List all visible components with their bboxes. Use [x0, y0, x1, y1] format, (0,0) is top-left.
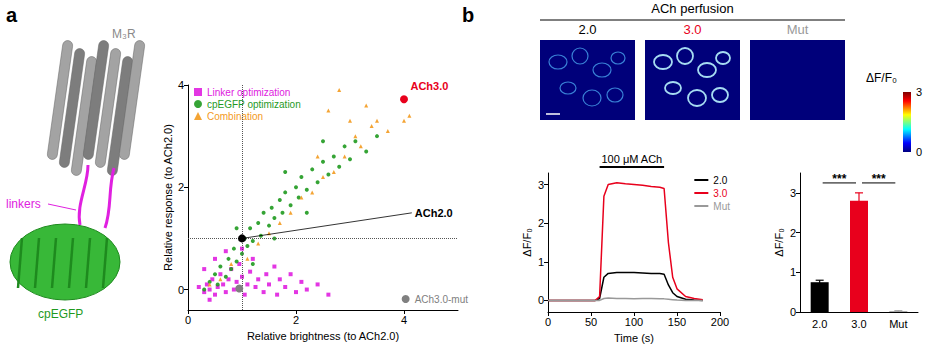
svg-text:ACh perfusion: ACh perfusion: [651, 1, 733, 16]
svg-text:ACh2.0: ACh2.0: [415, 207, 453, 219]
svg-text:Mut: Mut: [713, 201, 730, 212]
svg-text:2.0: 2.0: [578, 22, 596, 37]
svg-text:0: 0: [790, 306, 796, 318]
svg-text:4: 4: [401, 314, 407, 326]
svg-text:1: 1: [790, 266, 796, 278]
svg-text:3: 3: [916, 86, 922, 98]
svg-text:3.0: 3.0: [683, 22, 701, 37]
svg-text:3: 3: [538, 179, 544, 191]
svg-text:50: 50: [585, 316, 597, 328]
svg-text:Time (s): Time (s): [614, 332, 654, 344]
svg-text:4: 4: [178, 79, 184, 91]
svg-text:1: 1: [538, 256, 544, 268]
svg-text:0: 0: [916, 146, 922, 158]
svg-text:3.0: 3.0: [713, 188, 727, 199]
svg-text:2: 2: [790, 227, 796, 239]
svg-text:2: 2: [293, 314, 299, 326]
svg-text:ΔF/F₀: ΔF/F₀: [866, 71, 897, 85]
svg-text:Mut: Mut: [889, 318, 907, 330]
svg-text:ΔF/F₀: ΔF/F₀: [773, 228, 785, 256]
svg-text:cpEGFP optimization: cpEGFP optimization: [207, 99, 301, 110]
svg-text:0: 0: [545, 316, 551, 328]
svg-text:0: 0: [538, 294, 544, 306]
svg-text:2.0: 2.0: [812, 318, 827, 330]
svg-text:Linker optimization: Linker optimization: [207, 87, 290, 98]
svg-text:M₃R: M₃R: [112, 27, 136, 41]
svg-text:***: ***: [872, 172, 886, 186]
svg-text:3.0: 3.0: [851, 318, 866, 330]
svg-text:2: 2: [538, 217, 544, 229]
svg-text:Relative response (to ACh2.0): Relative response (to ACh2.0): [162, 124, 174, 271]
svg-text:b: b: [462, 4, 474, 26]
svg-text:cpEGFP: cpEGFP: [38, 307, 83, 321]
svg-text:200: 200: [711, 316, 729, 328]
svg-text:0: 0: [178, 284, 184, 296]
svg-text:Combination: Combination: [207, 111, 263, 122]
svg-text:150: 150: [668, 316, 686, 328]
svg-text:ACh3.0: ACh3.0: [410, 80, 448, 92]
svg-text:Relative brightness (to ACh2.0: Relative brightness (to ACh2.0): [247, 330, 399, 342]
svg-text:***: ***: [832, 172, 846, 186]
svg-text:linkers: linkers: [6, 197, 41, 211]
svg-text:a: a: [6, 4, 18, 26]
svg-text:2: 2: [178, 181, 184, 193]
svg-text:3: 3: [790, 187, 796, 199]
svg-text:2.0: 2.0: [713, 175, 727, 186]
svg-text:0: 0: [185, 314, 191, 326]
svg-text:100 μM ACh: 100 μM ACh: [601, 153, 662, 165]
svg-text:100: 100: [625, 316, 643, 328]
svg-text:ACh3.0-mut: ACh3.0-mut: [415, 294, 469, 305]
svg-text:ΔF/F₀: ΔF/F₀: [521, 228, 533, 256]
svg-text:Mut: Mut: [787, 22, 809, 37]
